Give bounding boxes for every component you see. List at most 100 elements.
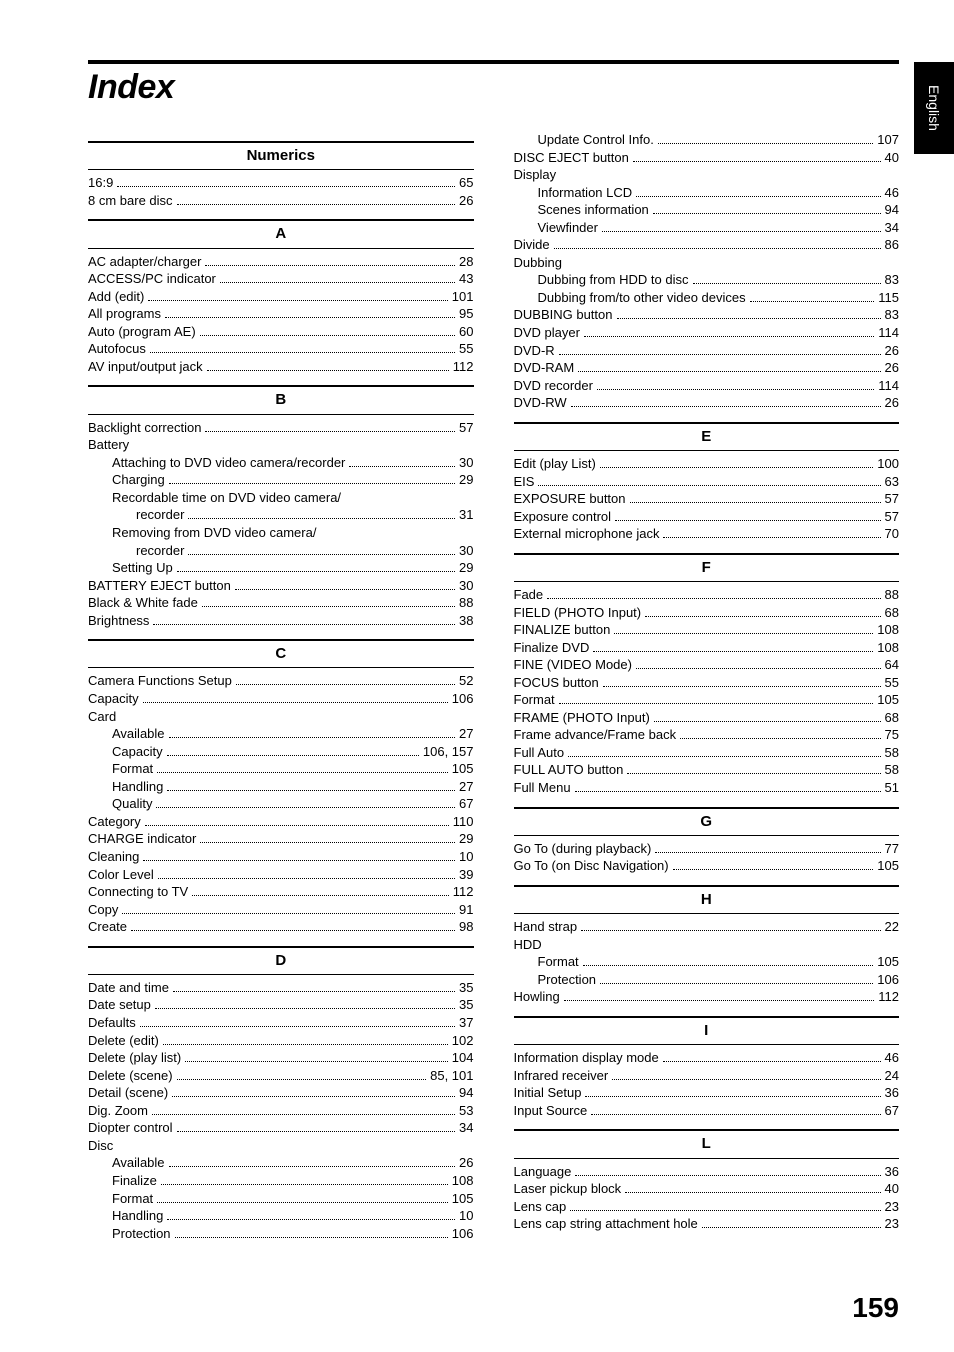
entry-label: Copy [88,901,118,919]
index-entry: Update Control Info.107 [514,131,900,149]
entry-label: Display [514,166,557,184]
index-entry: Available27 [88,725,474,743]
entry-label: Input Source [514,1102,588,1120]
entry-label: Card [88,708,116,726]
index-entry: Edit (play List)100 [514,455,900,473]
entry-leader [349,466,455,467]
index-entry: Divide86 [514,236,900,254]
entry-label: Category [88,813,141,831]
entry-leader [585,1096,880,1097]
entry-leader [200,335,455,336]
index-entry: Go To (on Disc Navigation)105 [514,857,900,875]
entry-leader [153,624,455,625]
entry-page: 26 [885,359,899,377]
entry-page: 114 [878,324,899,342]
entry-leader [131,930,455,931]
entry-leader [559,703,874,704]
entry-label: External microphone jack [514,525,660,543]
right-column: Update Control Info.107DISC EJECT button… [514,131,900,1242]
entry-page: 55 [459,340,473,358]
entry-page: 60 [459,323,473,341]
entry-page: 105 [452,1190,474,1208]
index-entry: Exposure control57 [514,508,900,526]
entry-page: 36 [885,1163,899,1181]
entry-label: Available [112,1154,165,1172]
entry-label: Finalize DVD [514,639,590,657]
entry-leader [655,852,880,853]
index-entry: DVD-RW26 [514,394,900,412]
entry-leader [169,737,456,738]
index-entry: Laser pickup block 40 [514,1180,900,1198]
entry-leader [145,825,449,826]
index-entry: Detail (scene)94 [88,1084,474,1102]
entry-page: 40 [885,1180,899,1198]
index-entry: FRAME (PHOTO Input)68 [514,709,900,727]
entry-label: Format [112,760,153,778]
entry-page: 112 [878,988,899,1006]
entry-label: recorder [136,506,184,524]
index-entry: Card [88,708,474,726]
entry-leader [236,684,455,685]
entry-page: 101 [452,288,474,306]
entry-leader [205,431,455,432]
entry-page: 83 [885,271,899,289]
entry-label: Laser pickup block [514,1180,622,1198]
entry-leader [570,1210,880,1211]
entry-label: Protection [538,971,597,989]
index-entry: Dubbing from/to other video devices115 [514,289,900,307]
entry-label: Divide [514,236,550,254]
entry-page: 38 [459,612,473,630]
index-entry: Protection106 [88,1225,474,1243]
entry-page: 112 [453,358,474,376]
entry-page: 106 [452,690,474,708]
entry-page: 26 [459,1154,473,1172]
entry-label: Go To (on Disc Navigation) [514,857,669,875]
entry-label: Go To (during playback) [514,840,652,858]
index-entry: 8 cm bare disc26 [88,192,474,210]
entry-leader [584,336,874,337]
index-entry: All programs95 [88,305,474,323]
index-entry: Handling10 [88,1207,474,1225]
entry-label: Defaults [88,1014,136,1032]
entry-page: 110 [453,813,474,831]
index-entry: Camera Functions Setup52 [88,672,474,690]
entry-leader [654,721,881,722]
entry-page: 43 [459,270,473,288]
entry-label: Color Level [88,866,154,884]
entry-leader [177,1079,427,1080]
entry-page: 94 [459,1084,473,1102]
index-entry: Howling112 [514,988,900,1006]
entry-label: Connecting to TV [88,883,188,901]
entry-page: 68 [885,709,899,727]
entry-label: 16:9 [88,174,113,192]
index-entry: Full Menu51 [514,779,900,797]
index-entry: Input Source67 [514,1102,900,1120]
entry-leader [150,352,455,353]
section-heading: H [514,887,900,914]
entry-label: Fade [514,586,544,604]
entry-label: Battery [88,436,129,454]
entry-page: 37 [459,1014,473,1032]
index-entry: Display [514,166,900,184]
index-entry: Lens cap23 [514,1198,900,1216]
index-entry: Dubbing from HDD to disc83 [514,271,900,289]
entry-leader [602,231,881,232]
index-entry: Capacity106, 157 [88,743,474,761]
entry-label: Capacity [112,743,163,761]
entry-leader [163,1044,448,1045]
entry-leader [612,1079,880,1080]
index-entry: AV input/output jack112 [88,358,474,376]
index-entry: Date setup35 [88,996,474,1014]
entry-page: 30 [459,577,473,595]
entry-leader [633,161,881,162]
index-entry: Information LCD46 [514,184,900,202]
entry-label: DVD-RAM [514,359,575,377]
section-heading: F [514,555,900,582]
entry-page: 29 [459,471,473,489]
entry-label: Format [538,953,579,971]
entry-leader [192,895,449,896]
entry-page: 83 [885,306,899,324]
entry-page: 26 [885,394,899,412]
entry-leader [167,755,419,756]
entry-label: Dig. Zoom [88,1102,148,1120]
